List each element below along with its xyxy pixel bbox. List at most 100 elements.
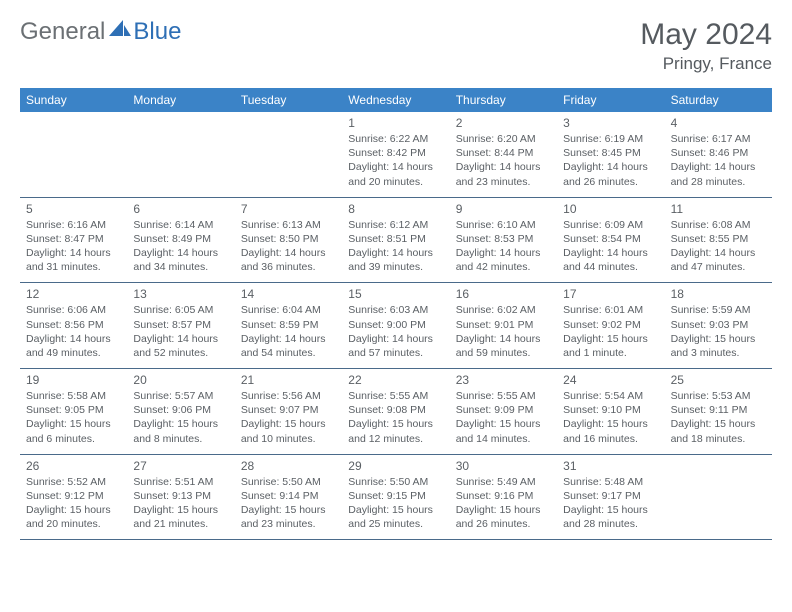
day-cell: 12 Sunrise: 6:06 AMSunset: 8:56 PMDayligh… — [20, 283, 127, 368]
calendar-page: General Blue May 2024 Pringy, France Sun… — [0, 0, 792, 558]
day-cell: 25 Sunrise: 5:53 AMSunset: 9:11 PMDayligh… — [665, 369, 772, 454]
calendar: SundayMondayTuesdayWednesdayThursdayFrid… — [20, 88, 772, 540]
day-number: 25 — [671, 373, 766, 387]
day-cell — [665, 455, 772, 540]
day-info: Sunrise: 5:56 AMSunset: 9:07 PMDaylight:… — [241, 389, 336, 446]
logo: General Blue — [20, 18, 181, 46]
day-number: 11 — [671, 202, 766, 216]
day-number: 30 — [456, 459, 551, 473]
day-info: Sunrise: 6:20 AMSunset: 8:44 PMDaylight:… — [456, 132, 551, 189]
month-title: May 2024 — [640, 18, 772, 52]
day-number: 6 — [133, 202, 228, 216]
day-number: 17 — [563, 287, 658, 301]
week-row: 1 Sunrise: 6:22 AMSunset: 8:42 PMDaylight… — [20, 112, 772, 198]
day-cell: 16Sunrise: 6:02 AMSunset: 9:01 PMDayligh… — [450, 283, 557, 368]
day-number: 15 — [348, 287, 443, 301]
day-number: 28 — [241, 459, 336, 473]
day-cell: 4 Sunrise: 6:17 AMSunset: 8:46 PMDaylight… — [665, 112, 772, 197]
day-number: 8 — [348, 202, 443, 216]
day-number: 27 — [133, 459, 228, 473]
day-cell: 13 Sunrise: 6:05 AMSunset: 8:57 PMDayligh… — [127, 283, 234, 368]
day-number: 13 — [133, 287, 228, 301]
day-cell — [235, 112, 342, 197]
day-cell: 1 Sunrise: 6:22 AMSunset: 8:42 PMDaylight… — [342, 112, 449, 197]
day-info: Sunrise: 6:10 AMSunset: 8:53 PMDaylight:… — [456, 218, 551, 275]
day-info: Sunrise: 6:06 AMSunset: 8:56 PMDaylight:… — [26, 303, 121, 360]
week-row: 5Sunrise: 6:16 AMSunset: 8:47 PMDaylight… — [20, 198, 772, 284]
day-cell: 5Sunrise: 6:16 AMSunset: 8:47 PMDaylight… — [20, 198, 127, 283]
day-number: 12 — [26, 287, 121, 301]
day-cell: 23 Sunrise: 5:55 AMSunset: 9:09 PMDayligh… — [450, 369, 557, 454]
day-number: 22 — [348, 373, 443, 387]
day-number: 31 — [563, 459, 658, 473]
day-info: Sunrise: 6:05 AMSunset: 8:57 PMDaylight:… — [133, 303, 228, 360]
weekday-header: SundayMondayTuesdayWednesdayThursdayFrid… — [20, 88, 772, 112]
day-cell: 8 Sunrise: 6:12 AMSunset: 8:51 PMDaylight… — [342, 198, 449, 283]
day-number: 9 — [456, 202, 551, 216]
day-info: Sunrise: 6:09 AMSunset: 8:54 PMDaylight:… — [563, 218, 658, 275]
day-cell: 30 Sunrise: 5:49 AMSunset: 9:16 PMDayligh… — [450, 455, 557, 540]
day-info: Sunrise: 5:58 AMSunset: 9:05 PMDaylight:… — [26, 389, 121, 446]
sail-icon — [109, 20, 131, 36]
day-number: 4 — [671, 116, 766, 130]
day-info: Sunrise: 5:52 AMSunset: 9:12 PMDaylight:… — [26, 475, 121, 532]
week-row: 12 Sunrise: 6:06 AMSunset: 8:56 PMDayligh… — [20, 283, 772, 369]
weekday-label: Wednesday — [342, 88, 449, 112]
header: General Blue May 2024 Pringy, France — [20, 18, 772, 74]
day-cell: 27Sunrise: 5:51 AMSunset: 9:13 PMDayligh… — [127, 455, 234, 540]
day-info: Sunrise: 6:03 AMSunset: 9:00 PMDaylight:… — [348, 303, 443, 360]
day-number: 14 — [241, 287, 336, 301]
day-cell — [127, 112, 234, 197]
day-info: Sunrise: 6:04 AMSunset: 8:59 PMDaylight:… — [241, 303, 336, 360]
day-info: Sunrise: 6:17 AMSunset: 8:46 PMDaylight:… — [671, 132, 766, 189]
title-block: May 2024 Pringy, France — [640, 18, 772, 74]
day-cell: 31 Sunrise: 5:48 AMSunset: 9:17 PMDayligh… — [557, 455, 664, 540]
weekday-label: Sunday — [20, 88, 127, 112]
day-info: Sunrise: 6:12 AMSunset: 8:51 PMDaylight:… — [348, 218, 443, 275]
day-number: 10 — [563, 202, 658, 216]
day-cell: 19 Sunrise: 5:58 AMSunset: 9:05 PMDayligh… — [20, 369, 127, 454]
day-number: 23 — [456, 373, 551, 387]
day-number: 2 — [456, 116, 551, 130]
day-number: 19 — [26, 373, 121, 387]
day-info: Sunrise: 6:22 AMSunset: 8:42 PMDaylight:… — [348, 132, 443, 189]
day-number: 29 — [348, 459, 443, 473]
day-cell — [20, 112, 127, 197]
day-info: Sunrise: 5:48 AMSunset: 9:17 PMDaylight:… — [563, 475, 658, 532]
day-cell: 10 Sunrise: 6:09 AMSunset: 8:54 PMDayligh… — [557, 198, 664, 283]
day-number: 18 — [671, 287, 766, 301]
day-cell: 14 Sunrise: 6:04 AMSunset: 8:59 PMDayligh… — [235, 283, 342, 368]
day-info: Sunrise: 5:53 AMSunset: 9:11 PMDaylight:… — [671, 389, 766, 446]
day-cell: 18Sunrise: 5:59 AMSunset: 9:03 PMDayligh… — [665, 283, 772, 368]
day-number: 16 — [456, 287, 551, 301]
day-cell: 6Sunrise: 6:14 AMSunset: 8:49 PMDaylight… — [127, 198, 234, 283]
day-cell: 26Sunrise: 5:52 AMSunset: 9:12 PMDayligh… — [20, 455, 127, 540]
day-cell: 28 Sunrise: 5:50 AMSunset: 9:14 PMDayligh… — [235, 455, 342, 540]
day-info: Sunrise: 5:54 AMSunset: 9:10 PMDaylight:… — [563, 389, 658, 446]
day-info: Sunrise: 5:50 AMSunset: 9:15 PMDaylight:… — [348, 475, 443, 532]
day-info: Sunrise: 5:49 AMSunset: 9:16 PMDaylight:… — [456, 475, 551, 532]
day-number: 1 — [348, 116, 443, 130]
day-number: 20 — [133, 373, 228, 387]
week-row: 19 Sunrise: 5:58 AMSunset: 9:05 PMDayligh… — [20, 369, 772, 455]
day-cell: 7 Sunrise: 6:13 AMSunset: 8:50 PMDaylight… — [235, 198, 342, 283]
weekday-label: Saturday — [665, 88, 772, 112]
weekday-label: Monday — [127, 88, 234, 112]
day-cell: 22Sunrise: 5:55 AMSunset: 9:08 PMDayligh… — [342, 369, 449, 454]
day-number: 7 — [241, 202, 336, 216]
day-info: Sunrise: 6:19 AMSunset: 8:45 PMDaylight:… — [563, 132, 658, 189]
day-info: Sunrise: 5:50 AMSunset: 9:14 PMDaylight:… — [241, 475, 336, 532]
logo-text-2: Blue — [133, 18, 181, 46]
day-info: Sunrise: 6:13 AMSunset: 8:50 PMDaylight:… — [241, 218, 336, 275]
day-cell: 15 Sunrise: 6:03 AMSunset: 9:00 PMDayligh… — [342, 283, 449, 368]
day-cell: 24 Sunrise: 5:54 AMSunset: 9:10 PMDayligh… — [557, 369, 664, 454]
day-cell: 2 Sunrise: 6:20 AMSunset: 8:44 PMDaylight… — [450, 112, 557, 197]
logo-text-1: General — [20, 18, 105, 46]
day-number: 24 — [563, 373, 658, 387]
day-cell: 17 Sunrise: 6:01 AMSunset: 9:02 PMDayligh… — [557, 283, 664, 368]
day-info: Sunrise: 6:01 AMSunset: 9:02 PMDaylight:… — [563, 303, 658, 360]
day-info: Sunrise: 5:55 AMSunset: 9:09 PMDaylight:… — [456, 389, 551, 446]
day-cell: 3Sunrise: 6:19 AMSunset: 8:45 PMDaylight… — [557, 112, 664, 197]
day-cell: 21Sunrise: 5:56 AMSunset: 9:07 PMDayligh… — [235, 369, 342, 454]
weeks-container: 1 Sunrise: 6:22 AMSunset: 8:42 PMDaylight… — [20, 112, 772, 540]
